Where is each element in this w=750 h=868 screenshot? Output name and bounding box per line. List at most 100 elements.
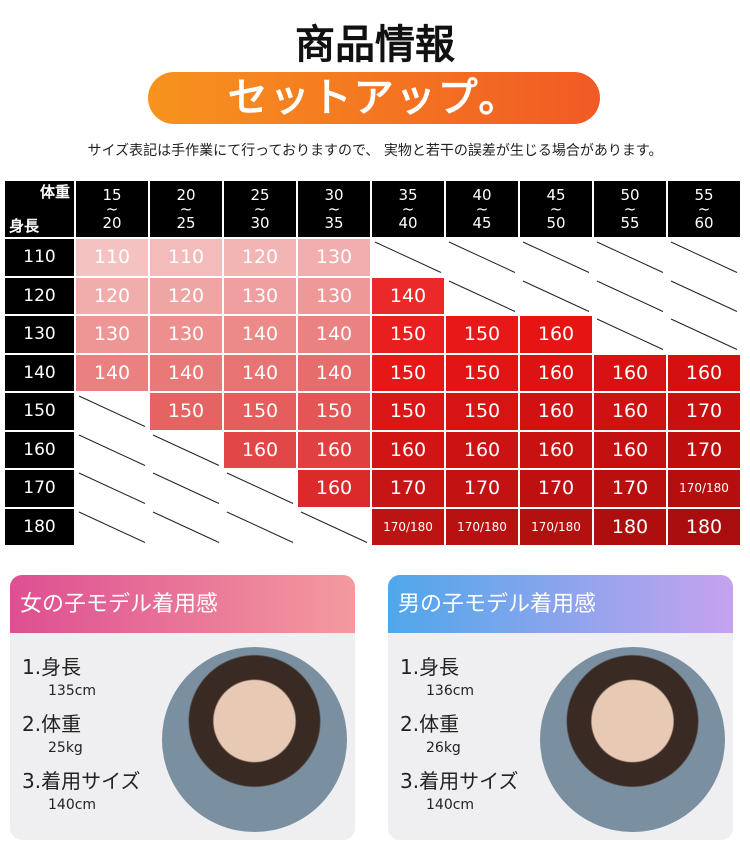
size-cell: 170: [371, 469, 445, 508]
empty-cell: [75, 508, 149, 547]
size-cell: 150: [445, 315, 519, 354]
diagonal: [152, 434, 220, 466]
size-cell: 110: [75, 238, 149, 277]
corner-weight: 体重: [39, 183, 70, 201]
model-card: 男の子モデル着用感 1.身長 136cm 2.体重 26kg 3.着用サイズ 140cm: [388, 575, 733, 840]
diagonal: [78, 395, 146, 427]
row-label: 180: [4, 507, 75, 546]
empty-cell: [667, 277, 741, 316]
row-label: 170: [4, 469, 75, 508]
column-header: 15 ~ 20: [75, 180, 149, 238]
size-cell: 150: [445, 392, 519, 431]
corner-height: 身長: [9, 217, 40, 235]
size-cell: 140: [223, 353, 297, 392]
diagonal: [670, 318, 738, 350]
item-value: 135cm: [48, 683, 97, 699]
diagonal: [226, 511, 294, 543]
diagonal: [596, 318, 664, 350]
empty-cell: [445, 238, 519, 277]
size-cell: 170: [667, 430, 741, 469]
size-cell: 180: [667, 507, 741, 546]
diagonal: [152, 472, 220, 504]
size-cell: 170/180: [667, 469, 741, 508]
empty-cell: [223, 469, 297, 508]
size-cell: 150: [371, 353, 445, 392]
item-label: 2.体重: [400, 712, 460, 736]
diagonal: [152, 511, 220, 543]
item-value: 25kg: [48, 740, 83, 756]
corner-cell: 体重身長: [4, 180, 75, 238]
size-cell: 140: [297, 315, 371, 354]
diagonal: [448, 241, 516, 273]
item-value: 26kg: [426, 740, 461, 756]
size-cell: 160: [297, 469, 371, 508]
size-cell: 160: [593, 392, 667, 431]
empty-cell: [297, 508, 371, 547]
empty-cell: [149, 508, 223, 547]
size-cell: 130: [223, 276, 297, 315]
column-header: 40 ~ 45: [445, 180, 519, 238]
empty-cell: [519, 238, 593, 277]
size-cell: 150: [223, 392, 297, 431]
diagonal: [448, 280, 516, 312]
size-cell: 130: [75, 315, 149, 354]
empty-cell: [149, 469, 223, 508]
item-label: 3.着用サイズ: [22, 769, 141, 793]
item-label: 2.体重: [22, 712, 82, 736]
empty-cell: [519, 277, 593, 316]
column-header: 35 ~ 40: [371, 180, 445, 238]
row-label: 140: [4, 353, 75, 392]
empty-cell: [223, 508, 297, 547]
size-cell: 170: [667, 392, 741, 431]
size-cell: 150: [149, 392, 223, 431]
size-cell: 120: [223, 238, 297, 277]
diagonal: [670, 280, 738, 312]
row-label: 160: [4, 430, 75, 469]
size-cell: 160: [667, 353, 741, 392]
size-cell: 160: [371, 430, 445, 469]
size-cell: 160: [519, 430, 593, 469]
diagonal: [374, 241, 442, 273]
model-photo: [540, 647, 725, 832]
size-cell: 150: [371, 392, 445, 431]
item-value: 140cm: [426, 797, 475, 813]
empty-cell: [75, 431, 149, 470]
size-cell: 160: [593, 353, 667, 392]
diagonal: [522, 241, 590, 273]
empty-cell: [75, 469, 149, 508]
size-cell: 160: [445, 430, 519, 469]
diagonal: [78, 511, 146, 543]
column-header: 50 ~ 55: [593, 180, 667, 238]
size-cell: 140: [223, 315, 297, 354]
diagonal: [596, 280, 664, 312]
item-label: 1.身長: [22, 655, 82, 679]
model-photo: [162, 647, 347, 832]
size-cell: 170: [519, 469, 593, 508]
note: サイズ表記は手作業にて行っておりますので、 実物と若干の誤差が生じる場合がありま…: [87, 143, 663, 159]
size-cell: 120: [149, 276, 223, 315]
diagonal: [226, 472, 294, 504]
empty-cell: [75, 392, 149, 431]
empty-cell: [667, 238, 741, 277]
size-cell: 140: [149, 353, 223, 392]
row-label: 110: [4, 238, 75, 277]
model-card: 女の子モデル着用感 1.身長 135cm 2.体重 25kg 3.着用サイズ 140cm: [10, 575, 355, 840]
column-header: 45 ~ 50: [519, 180, 593, 238]
diagonal: [522, 280, 590, 312]
size-cell: 130: [297, 238, 371, 277]
size-cell: 160: [297, 430, 371, 469]
size-table: 体重 身長 15 ~ 20 20 ~ 25 25 ~ 30 30 ~ 35 35 ~ 40 4…: [4, 180, 741, 547]
size-cell: 130: [149, 315, 223, 354]
size-cell: 170: [445, 469, 519, 508]
size-cell: 180: [593, 507, 667, 546]
size-cell: 170/180: [445, 507, 519, 546]
banner: セットアップ。: [148, 72, 600, 124]
column-header: 55 ~ 60: [667, 180, 741, 238]
empty-cell: [445, 277, 519, 316]
size-cell: 150: [371, 315, 445, 354]
diagonal: [596, 241, 664, 273]
size-cell: 150: [445, 353, 519, 392]
column-header: 20 ~ 25: [149, 180, 223, 238]
row-label: 130: [4, 315, 75, 354]
